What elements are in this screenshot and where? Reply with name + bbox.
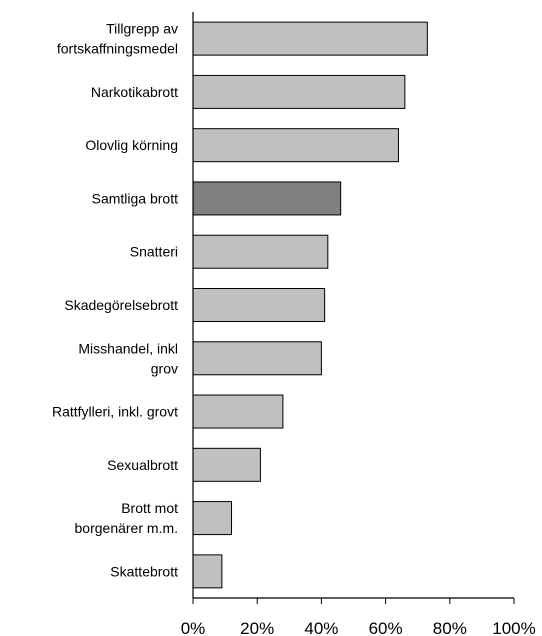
bar — [192, 181, 342, 216]
x-tick-label: 60% — [369, 619, 403, 636]
category-label: Sexualbrott — [107, 457, 178, 473]
category-label: Narkotikabrott — [91, 84, 178, 100]
x-tick-label: 20% — [240, 619, 274, 636]
category-label: Misshandel, inkl grov — [78, 340, 178, 376]
bar — [192, 341, 322, 376]
category-label: Olovlig körning — [85, 137, 178, 153]
bar — [192, 501, 233, 536]
category-label: Skattebrott — [110, 563, 178, 579]
category-label: Rattfylleri, inkl. grovt — [52, 404, 178, 420]
category-label: Skadegörelsebrott — [64, 297, 178, 313]
x-tick-label: 100% — [492, 619, 535, 636]
bar — [192, 74, 406, 109]
bar — [192, 447, 261, 482]
bar — [192, 21, 428, 56]
category-label: Tillgrepp av fortskaffningsmedel — [57, 21, 178, 57]
category-label: Samtliga brott — [92, 190, 178, 206]
bar — [192, 554, 223, 589]
bar — [192, 288, 326, 322]
category-label: Snatteri — [130, 244, 178, 260]
bar — [192, 234, 329, 269]
bar — [192, 128, 399, 163]
x-tick-label: 80% — [433, 619, 467, 636]
x-tick-label: 0% — [181, 619, 206, 636]
category-label: Brott mot borgenärer m.m. — [75, 500, 179, 536]
x-tick-label: 40% — [304, 619, 338, 636]
bar — [192, 394, 284, 429]
